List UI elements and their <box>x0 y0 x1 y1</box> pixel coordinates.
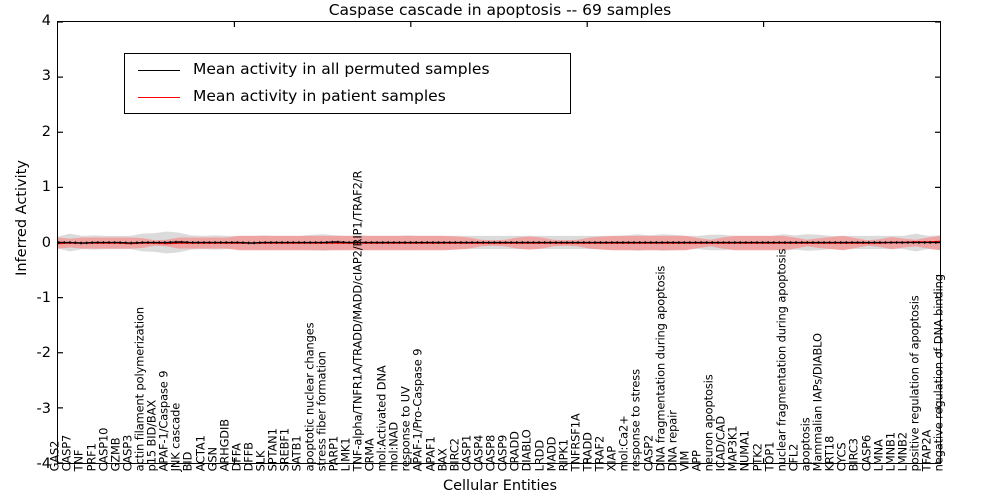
chart-title: Caspase cascade in apoptosis -- 69 sampl… <box>328 1 672 19</box>
plot-svg <box>58 22 940 463</box>
legend-item-patient: Mean activity in patient samples <box>125 85 570 111</box>
permuted-mean-line <box>58 240 940 245</box>
chart-legend: Mean activity in all permuted samples Me… <box>124 53 571 114</box>
y-axis-label: Inferred Activity <box>14 160 30 276</box>
legend-label-patient: Mean activity in patient samples <box>193 87 446 105</box>
legend-swatch-permuted <box>138 70 180 71</box>
x-axis-label: Cellular Entities <box>442 478 558 494</box>
axis-ticks <box>58 22 940 463</box>
plot-area: Mean activity in all permuted samples Me… <box>57 21 941 464</box>
legend-item-permuted: Mean activity in all permuted samples <box>125 58 570 84</box>
legend-swatch-patient <box>138 97 180 98</box>
y-tick-label: -4 <box>36 456 51 472</box>
legend-label-permuted: Mean activity in all permuted samples <box>193 60 490 78</box>
